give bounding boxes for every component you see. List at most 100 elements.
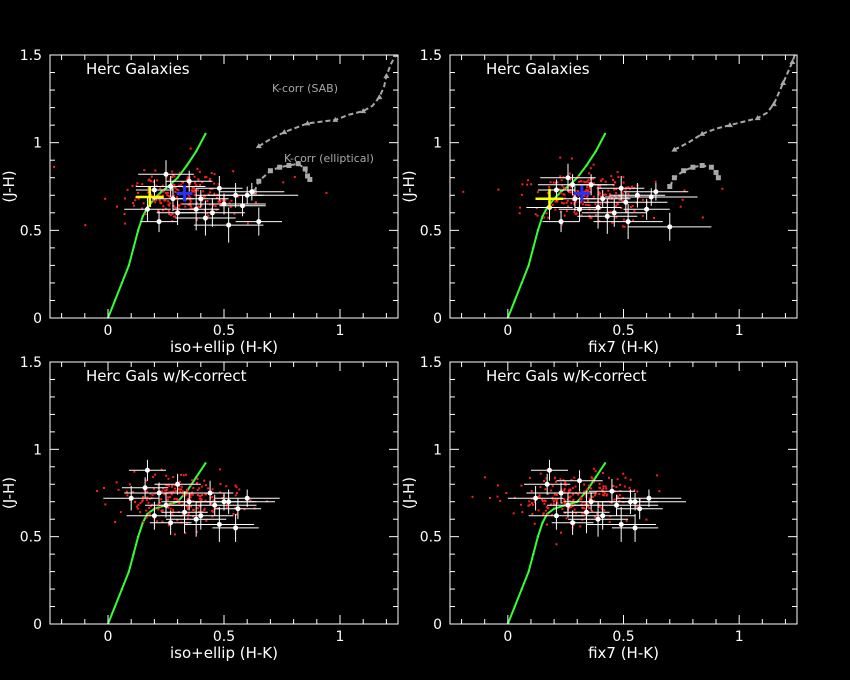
galaxy-point [190,189,193,192]
galaxy-point [160,509,163,512]
galaxy-point [580,503,583,506]
galaxy-point [195,202,198,205]
measurement-point [577,478,583,484]
kcorr-point [667,184,673,189]
galaxy-point [197,501,200,504]
galaxy-point [152,476,155,479]
y-axis-label: (J-H) [400,170,418,202]
galaxy-point [180,485,183,488]
kcorr-point [713,169,719,175]
galaxy-point [627,186,630,189]
galaxy-point [148,512,151,515]
galaxy-point [189,494,192,497]
measurement-point [565,175,571,181]
galaxy-point [552,503,555,506]
y-tick-label: 0 [433,311,442,327]
galaxy-point [565,201,568,204]
x-axis-label: fix7 (H-K) [588,338,659,356]
track-point [594,476,597,479]
kcorr-point [754,115,761,121]
galaxy-point [589,167,592,170]
galaxy-point [593,182,596,185]
galaxy-point [621,200,624,203]
galaxy-point [202,190,205,193]
galaxy-point [155,184,158,187]
track-point [585,490,588,493]
galaxy-point [563,487,566,490]
track-point [120,587,124,591]
measurement-point [533,495,539,501]
galaxy-point [171,501,174,504]
galaxy-point [187,203,190,206]
galaxy-point [214,205,217,208]
galaxy-point [613,188,616,191]
measurement-point [595,516,601,522]
galaxy-point [462,190,465,193]
galaxy-point [141,207,144,210]
kcorr-point [305,173,311,179]
galaxy-point [152,180,155,183]
measurement-point [595,205,601,211]
measurement-point [623,199,629,205]
galaxy-point [518,212,521,215]
galaxy-point [580,496,583,499]
galaxy-point [598,505,601,508]
galaxy-point [505,491,508,494]
measurement-point [611,210,617,216]
galaxy-point [189,496,192,499]
measurement-point [572,196,578,202]
galaxy-point [592,177,595,180]
galaxy-point [174,190,177,193]
measurement-point [216,185,222,191]
measurement-point [256,219,262,225]
galaxy-point [191,515,194,518]
galaxy-point [139,511,142,514]
track-point [176,176,179,179]
galaxy-point [203,209,206,212]
galaxy-point [567,205,570,208]
galaxy-point [603,509,606,512]
galaxy-point [146,496,149,499]
track-point [185,164,189,167]
galaxy-point [173,175,176,178]
galaxy-point [588,506,591,509]
galaxy-point [607,189,610,192]
galaxy-point [126,494,129,497]
measurement-point [558,219,564,225]
galaxy-point [202,195,205,198]
galaxy-point [186,490,189,493]
galaxy-point [579,525,582,528]
galaxy-point [580,180,583,183]
galaxy-point [545,212,548,215]
galaxy-point [151,494,154,497]
galaxy-point [598,184,601,187]
galaxy-point [199,497,202,500]
galaxy-point [115,205,118,208]
galaxy-point [602,193,605,196]
galaxy-point [572,493,575,496]
galaxy-point [538,494,541,497]
galaxy-point [161,209,164,212]
measurement-point [202,215,208,221]
galaxy-point [625,186,628,189]
kcorr-point [307,176,313,182]
galaxy-point [555,494,558,497]
galaxy-point [499,499,502,502]
galaxy-point [199,183,202,186]
chart-panel-4: 0 0.5 1 0 0.5 1 1.5 fix7 (H-K) (J-H) Herc Gals w/… [400,355,798,662]
galaxy-point [209,177,212,180]
galaxy-point [575,212,578,215]
galaxy-point [496,495,499,498]
galaxy-point [556,501,559,504]
measurement-point [221,499,227,505]
galaxy-point [176,196,179,199]
galaxy-point [527,504,530,507]
galaxy-point [543,216,546,219]
kcorr-line-2 [253,162,311,193]
measurement-point [182,509,188,515]
track-point [552,507,556,510]
galaxy-point [539,485,542,488]
galaxy-point [551,485,554,488]
galaxy-point [569,495,572,498]
galaxy-point [219,204,222,207]
